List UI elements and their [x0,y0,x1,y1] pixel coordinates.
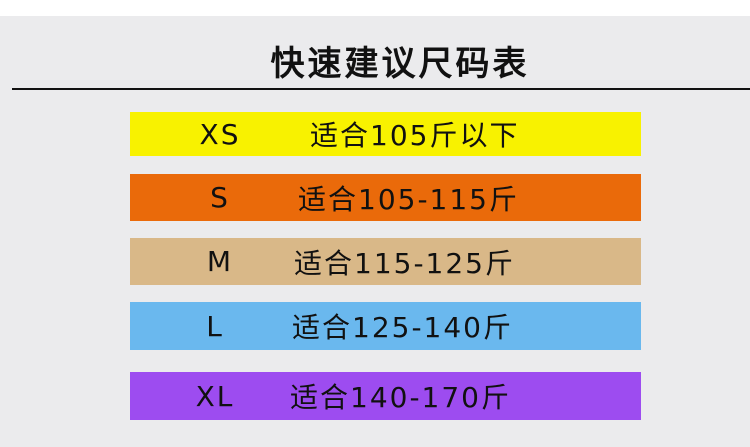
size-description: 适合115-125斤 [294,246,515,280]
size-label: M [206,245,234,278]
size-description: 适合140-170斤 [290,381,511,414]
size-description: 适合105-115斤 [298,182,519,216]
divider [12,88,750,90]
size-row-s: S 适合105-115斤 [130,174,641,221]
page-title: 快速建议尺码表 [270,44,530,84]
size-label: S [210,181,230,214]
size-label: XL [195,379,235,413]
size-row-m: M 适合115-125斤 [130,238,641,285]
size-label: L [206,309,224,343]
size-row-xl: XL 适合140-170斤 [130,372,641,420]
size-description: 适合125-140斤 [292,311,513,344]
size-row-xs: XS 适合105斤以下 [130,112,641,156]
size-row-l: L 适合125-140斤 [130,302,641,350]
size-description: 适合105斤以下 [310,119,520,152]
size-label: XS [199,117,241,151]
